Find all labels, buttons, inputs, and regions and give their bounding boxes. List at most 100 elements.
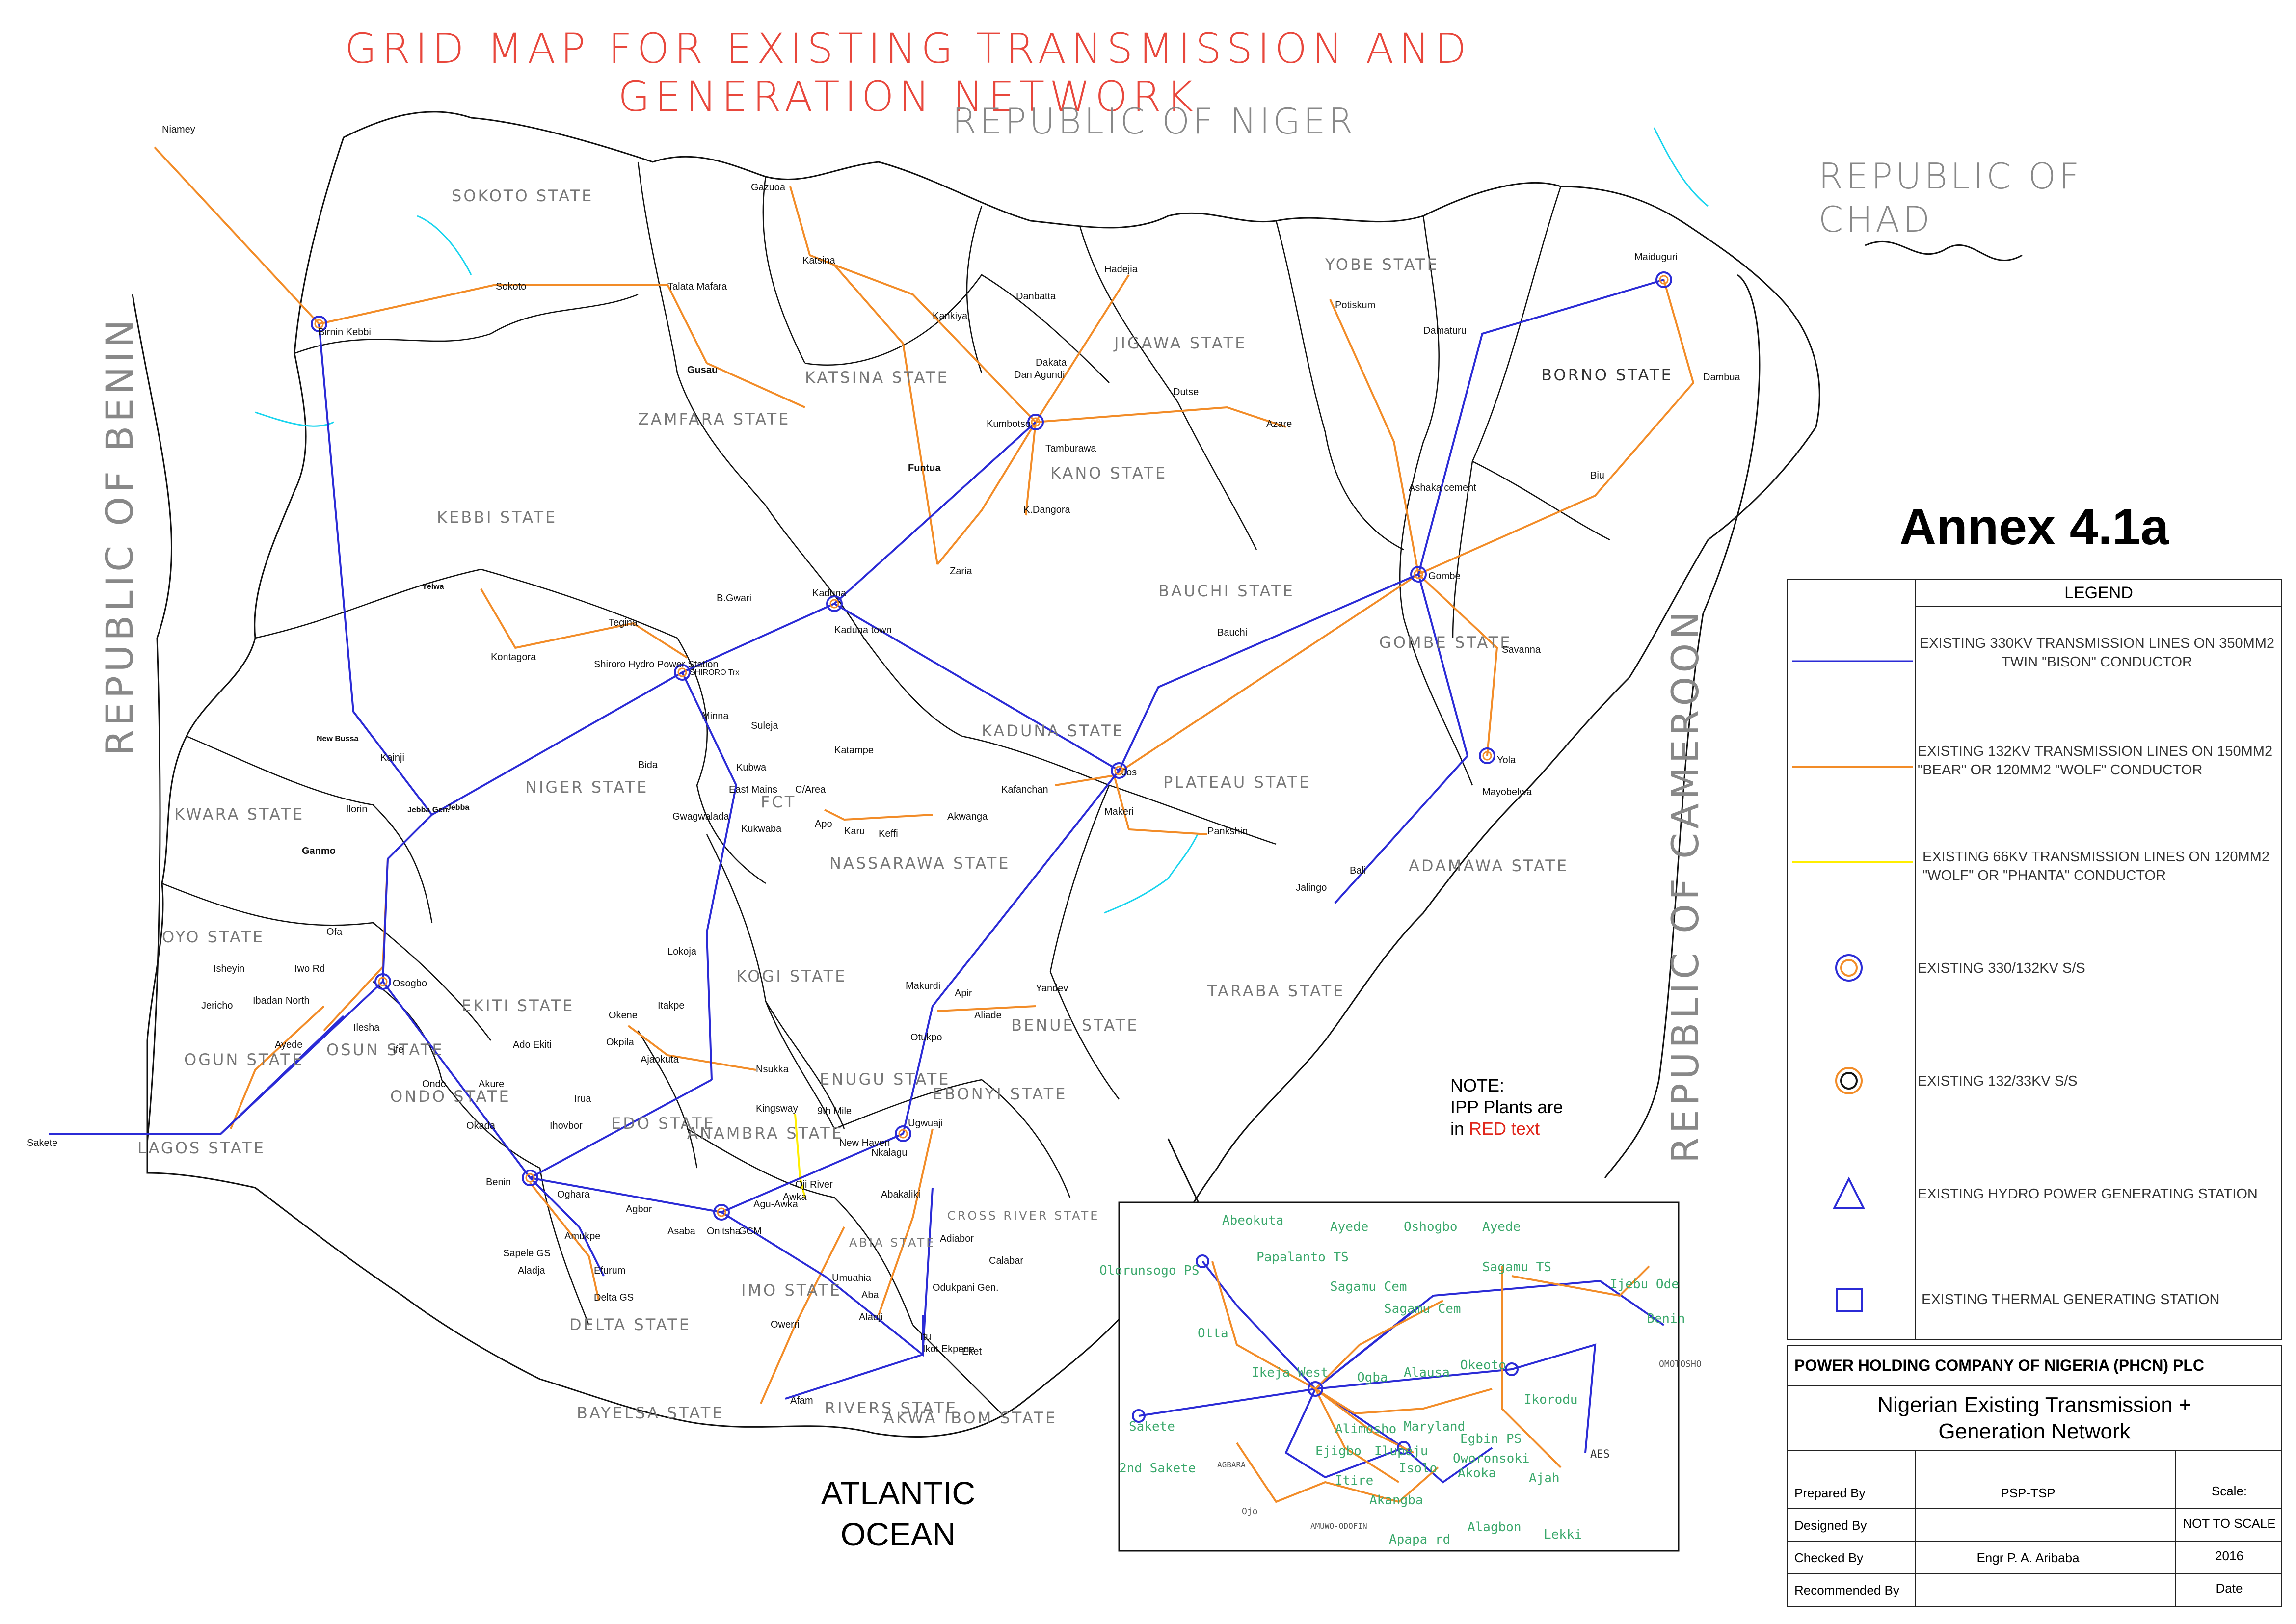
place-label: Delta GS [594,1292,634,1303]
place-label: Bida [638,760,658,771]
drawing-name-line2: Generation Network [1938,1419,2131,1443]
legend-item-hydro-station: EXISTING HYDRO POWER GENERATING STATION [1788,1169,2281,1218]
place-label: Jebba [447,803,469,812]
blue-line-icon [1792,660,1913,662]
place-label: Dutse [1173,387,1199,398]
inset-label: Olorunsogo PS [1099,1263,1200,1278]
note-prefix: in [1450,1118,1469,1139]
place-label: Ashaka cement [1409,482,1476,493]
inset-label: Maryland [1404,1419,1465,1434]
place-label: GCM [739,1226,762,1237]
place-label: Kaduna [812,588,847,599]
place-label: Apir [955,988,972,999]
row-col3: 2016 [2215,1548,2243,1563]
place-label: New Bussa [317,735,358,743]
row-label: Prepared By [1794,1486,1866,1500]
rivers [255,127,1709,914]
place-label: Amukpe [564,1231,600,1242]
state-label: OGUN STATE [184,1050,304,1069]
place-label: Adiabor [940,1233,974,1244]
inset-label: Ijebu Ode [1610,1277,1679,1292]
place-label: Abakaliki [881,1189,920,1200]
place-label: Kukwaba [741,824,782,834]
place-label: Yandev [1036,983,1068,994]
place-label: Ugwuaji [908,1118,943,1129]
place-label: Kubwa [736,762,767,773]
legend-item-label: EXISTING 330/132KV S/S [1918,960,2085,976]
place-label: Osogbo [393,978,427,989]
place-label: C/Area [795,784,826,795]
state-label: EBONYI STATE [933,1085,1067,1103]
substation-330kv [374,973,391,990]
note-line: in RED text [1450,1118,1563,1140]
inset-label: Ogba [1357,1370,1388,1385]
orange-line-icon [1792,766,1913,768]
legend-item-132kv-line: EXISTING 132KV TRANSMISSION LINES ON 150… [1788,742,2281,811]
place-label: Alaoji [859,1312,883,1323]
place-label: Sakete [27,1138,57,1148]
state-label: ANAMBRA STATE [687,1124,844,1143]
substation-330kv [1027,414,1044,430]
place-label: Nkalagu [871,1147,907,1158]
inset-label: 2nd Sakete [1119,1461,1196,1476]
place-label: Akwanga [947,811,988,822]
state-label: TARABA STATE [1207,982,1345,1000]
inset-label: Itire [1335,1473,1373,1488]
place-label: Ofa [326,927,343,937]
inset-label: Ikeja West [1252,1365,1329,1380]
legend-item-330kv-line: EXISTING 330KV TRANSMISSION LINES ON 350… [1788,629,2281,688]
place-label: Kaduna town [834,625,892,636]
note-heading: NOTE: [1450,1075,1505,1095]
state-label: ADAMAWA STATE [1409,856,1569,875]
legend: LEGEND EXISTING 330KV TRANSMISSION LINES… [1787,579,2282,1340]
place-label: Umuahia [832,1273,872,1283]
substation-330kv [826,595,843,612]
substation-132kv-icon [1835,1067,1863,1094]
substation-330kv [674,664,691,681]
place-label: Mayobelwa [1482,787,1532,798]
country-label-chad: REPUBLIC OF CHAD [1818,155,2082,241]
legend-item-label: EXISTING 66KV TRANSMISSION LINES ON 120M… [1922,849,2269,883]
place-label: Agbor [626,1204,652,1215]
place-label: Aladja [518,1265,545,1276]
ocean-label-line2: OCEAN [840,1516,956,1552]
place-label: Ikot Ekpene [923,1344,975,1355]
inset-label: Sagamu Cem [1330,1279,1407,1294]
legend-item-330-132kv-substation: EXISTING 330/132KV S/S [1788,943,2281,992]
place-label: Ibadan North [253,995,310,1006]
place-label: Eket [962,1346,982,1357]
inset-label: Sakete [1129,1419,1175,1434]
place-label: Yelwa [422,583,444,591]
place-label: Nsukka [756,1064,789,1075]
lines-330kv [49,279,1664,1400]
drawing-name-line1: Nigerian Existing Transmission + [1877,1393,2191,1417]
inset-label: Akangba [1369,1493,1423,1508]
title-block-divider [2175,1451,2176,1606]
state-label: CROSS RIVER STATE [947,1209,1099,1223]
place-label: Iwo Rd [294,963,325,974]
state-labels: SOKOTO STATE KATSINA STATE JIGAWA STATE … [137,186,1671,1427]
place-label: Benin [486,1177,511,1188]
legend-item-label: EXISTING HYDRO POWER GENERATING STATION [1918,1186,2258,1202]
place-label: Agu-Awka [753,1199,799,1210]
substation-330kv [1655,271,1672,288]
note-line: IPP Plants are [1450,1097,1563,1117]
country-label-niger: REPUBLIC OF NIGER [952,101,1356,142]
state-label: KOGI STATE [736,967,847,985]
yellow-line-icon [1792,861,1913,863]
state-label: AKWA IBOM STATE [883,1409,1057,1427]
inset-label: Oworonsoki [1453,1451,1530,1466]
state-label: ABIA STATE [849,1236,935,1250]
place-label: Yola [1497,755,1516,766]
place-label: Makeri [1104,806,1134,817]
place-label: Itakpe [658,1000,684,1011]
place-label: Biu [1590,470,1604,481]
ipp-note: NOTE: IPP Plants are in RED text [1450,1075,1563,1140]
place-label: Suleja [751,720,778,731]
row-col3: NOT TO SCALE [2183,1516,2276,1531]
place-label: Kankiya [933,311,968,321]
state-label: BAUCHI STATE [1158,582,1295,600]
place-label: Ife [393,1044,403,1055]
state-label: FCT [761,793,796,811]
inset-label: Ayede [1330,1220,1368,1234]
